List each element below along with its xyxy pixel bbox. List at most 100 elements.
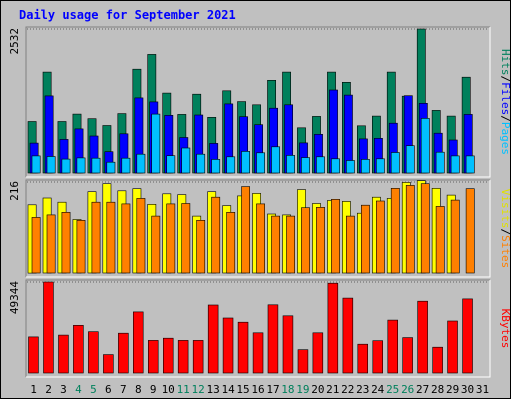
panel-frame-hits-files-pages-edge-dark [25,26,490,177]
bar-sites-day-21 [331,199,340,274]
bar-sites-day-11 [181,203,191,274]
bar-kbytes-day-12 [192,340,204,374]
bar-pages-day-29 [450,155,460,174]
bar-kbytes-day-10 [163,337,174,374]
max-label-visits-sites: 216 [8,181,21,201]
day-label-24: 24 [371,383,385,396]
bar-pages-day-2 [46,156,56,174]
day-label-20: 20 [311,383,324,396]
day-label-31: 31 [476,383,489,396]
bar-kbytes-day-9 [148,340,159,374]
legend-entry-sites-2: Sites [499,235,512,268]
bar-pages-day-13 [211,159,221,174]
bar-sites-day-22 [345,215,355,274]
bar-sites-day-17 [271,215,280,274]
bar-kbytes-day-11 [177,340,189,374]
bar-sites-day-25 [390,188,400,274]
bar-sites-day-26 [405,185,415,274]
bar-sites-day-20 [316,207,325,274]
bar-sites-day-12 [196,220,206,274]
day-label-29: 29 [446,383,459,396]
day-label-21: 21 [326,383,339,396]
bar-sites-day-24 [375,200,385,274]
legend-entry-files-2: Files [499,82,512,115]
day-label-26: 26 [401,383,414,396]
bar-sites-day-14 [226,212,236,274]
panel-frame-hits-files-pages-edge-light [26,27,491,178]
bar-sites-day-1 [31,217,41,274]
day-label-8: 8 [135,383,142,396]
bar-kbytes-day-30 [462,298,473,374]
bar-pages-day-4 [76,157,86,174]
legend-hits-files-pages: Hits/Files/Pages [499,49,512,155]
max-label-kbytes: 49344 [8,281,21,314]
bar-pages-day-24 [375,158,385,174]
bar-sites-day-16 [256,203,265,274]
bar-kbytes-day-21 [327,282,339,374]
bar-kbytes-day-20 [312,332,324,374]
bar-sites-day-13 [211,196,221,274]
day-label-14: 14 [221,383,235,396]
day-label-4: 4 [75,383,82,396]
bar-pages-day-14 [226,156,236,174]
chart-title: Daily usage for September 2021 [19,8,236,22]
day-label-22: 22 [341,383,354,396]
legend-entry-hits-0: Hits [499,49,512,76]
bar-pages-day-10 [166,155,176,174]
bar-kbytes-day-26 [402,337,413,374]
bar-kbytes-day-15 [237,321,249,374]
day-label-27: 27 [416,383,429,396]
bar-pages-day-8 [136,153,146,174]
day-label-25: 25 [386,383,399,396]
bar-pages-day-30 [465,155,475,174]
bar-kbytes-day-23 [357,343,368,374]
bar-kbytes-day-18 [282,315,294,374]
bar-pages-day-28 [435,151,445,174]
bar-pages-day-12 [196,153,206,174]
day-label-30: 30 [461,383,474,396]
panel-frame-visits-sites-edge-dark [25,179,490,277]
day-label-1: 1 [30,383,37,396]
panel-frame-kbytes-edge-light [26,280,491,378]
legend-entry--1: / [499,229,512,236]
day-label-3: 3 [60,383,67,396]
bar-pages-day-15 [241,151,250,174]
legend-entry-kbytes-0: KBytes [499,309,512,349]
max-label-hits-files-pages: 2532 [8,28,21,55]
legend-kbytes: KBytes [499,309,512,349]
bar-kbytes-day-13 [207,304,219,374]
bar-kbytes-day-22 [342,297,354,374]
bar-sites-day-8 [136,198,146,274]
bar-pages-day-26 [405,145,415,174]
bar-pages-day-22 [345,160,355,174]
bar-kbytes-day-16 [252,332,264,374]
day-label-18: 18 [281,383,294,396]
legend-entry--3: / [499,115,512,122]
day-labels: 1 2 3 4 5 6 7 8 9 10 11 12 13 14 15 16 17 18 19 20 21 22 23 24 2… [30,383,489,396]
bar-sites-day-10 [166,203,176,274]
day-label-17: 17 [266,383,279,396]
bar-kbytes-day-4 [73,324,84,374]
bar-kbytes-day-14 [222,317,234,374]
day-label-10: 10 [162,383,175,396]
day-label-7: 7 [120,383,127,396]
bar-kbytes-day-19 [297,349,309,374]
bar-sites-day-5 [91,201,101,274]
day-label-19: 19 [296,383,309,396]
legend-entry--1: / [499,76,512,83]
bar-pages-day-23 [360,159,370,174]
bar-pages-day-5 [91,157,101,174]
bar-pages-day-6 [106,161,116,174]
bar-pages-day-27 [420,118,430,174]
bar-kbytes-day-1 [28,336,39,374]
bar-sites-day-19 [301,207,310,274]
bar-sites-day-9 [151,215,161,274]
bar-kbytes-day-27 [417,300,428,374]
bar-pages-day-25 [390,152,400,174]
panel-frame-visits-sites-edge-light [26,180,491,278]
bar-kbytes-day-3 [58,334,69,374]
bar-sites-day-30 [465,188,475,274]
bar-kbytes-day-5 [88,331,99,374]
